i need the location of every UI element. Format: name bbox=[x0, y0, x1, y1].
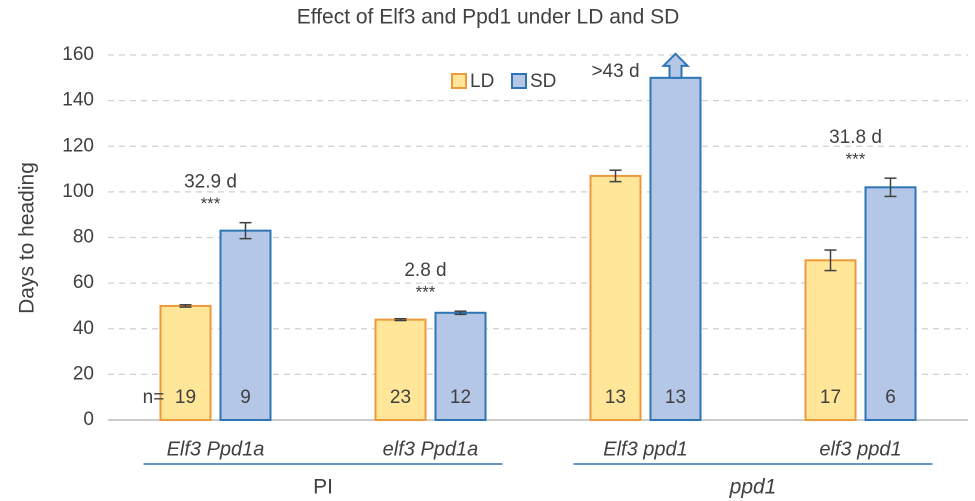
x-tick-label: Elf3 Ppd1a bbox=[167, 438, 265, 460]
bar bbox=[219, 229, 272, 421]
x-tick-label: elf3 ppd1 bbox=[819, 438, 901, 460]
annotation-label: 31.8 d bbox=[829, 127, 882, 148]
y-tick-label: 0 bbox=[83, 409, 94, 430]
bar bbox=[804, 259, 857, 421]
bar bbox=[589, 174, 642, 421]
bar bbox=[649, 76, 702, 421]
overflow-arrow bbox=[661, 52, 690, 79]
legend-swatch bbox=[511, 73, 527, 89]
error-bar bbox=[454, 310, 467, 316]
bar bbox=[374, 318, 427, 421]
x-tick-label: elf3 Ppd1a bbox=[383, 438, 479, 460]
bar bbox=[864, 186, 917, 421]
annotation-stars: *** bbox=[416, 283, 436, 302]
y-tick-label: 40 bbox=[73, 318, 94, 339]
n-label: 12 bbox=[450, 387, 471, 408]
error-bar bbox=[179, 304, 192, 308]
bar bbox=[434, 311, 487, 421]
legend-label: SD bbox=[530, 71, 556, 92]
group-label: ppd1 bbox=[729, 476, 777, 499]
legend-swatch bbox=[451, 73, 467, 89]
y-tick-label: 20 bbox=[73, 363, 94, 384]
annotation-label: 2.8 d bbox=[404, 260, 446, 281]
n-prefix: n= bbox=[143, 387, 165, 408]
y-tick-label: 100 bbox=[62, 181, 94, 202]
y-tick-label: 120 bbox=[62, 135, 94, 156]
n-label: 13 bbox=[605, 387, 626, 408]
annotation-label: 32.9 d bbox=[184, 172, 237, 193]
n-label: 9 bbox=[240, 387, 251, 408]
legend-label: LD bbox=[470, 71, 494, 92]
n-label: 17 bbox=[820, 387, 841, 408]
annotation-stars: *** bbox=[846, 150, 866, 169]
y-tick-label: 80 bbox=[73, 227, 94, 248]
n-label: 19 bbox=[175, 387, 196, 408]
annotation-label: >43 d bbox=[591, 61, 639, 82]
n-label: 23 bbox=[390, 387, 411, 408]
chart-title: Effect of Elf3 and Ppd1 under LD and SD bbox=[297, 6, 680, 29]
y-tick-label: 140 bbox=[62, 90, 94, 111]
error-bar bbox=[239, 221, 252, 240]
error-bar bbox=[609, 169, 622, 183]
group-label: PI bbox=[313, 476, 333, 499]
y-axis-label: Days to heading bbox=[16, 162, 39, 314]
annotation-stars: *** bbox=[201, 194, 221, 213]
n-label: 6 bbox=[885, 387, 896, 408]
n-label: 13 bbox=[665, 387, 686, 408]
error-bar bbox=[884, 177, 897, 198]
x-tick-label: Elf3 ppd1 bbox=[603, 438, 688, 460]
y-tick-label: 60 bbox=[73, 272, 94, 293]
y-tick-label: 160 bbox=[62, 44, 94, 65]
error-bar bbox=[394, 317, 407, 322]
error-bar bbox=[824, 249, 837, 272]
